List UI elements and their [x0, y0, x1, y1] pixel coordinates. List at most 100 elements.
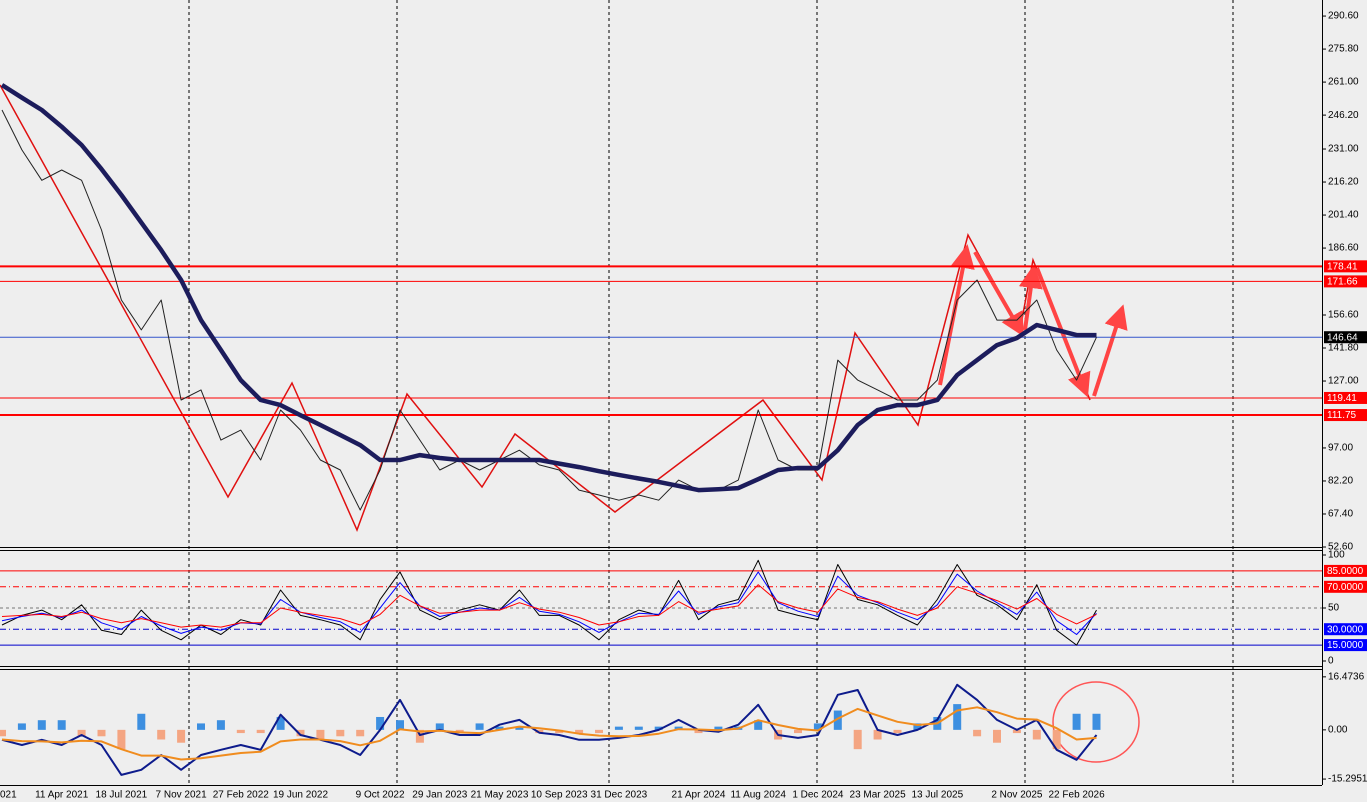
histogram-bar [0, 729, 6, 737]
histogram-bar [376, 716, 385, 730]
y-tick-label: 50 [1328, 603, 1340, 614]
histogram-bar [77, 729, 86, 737]
level-label: 30.0000 [1327, 624, 1364, 635]
panel-borders [0, 0, 1323, 786]
level-label-box [1324, 331, 1367, 344]
histogram-bar [356, 729, 365, 737]
histogram-bar [17, 723, 26, 730]
y-tick-label: 97.00 [1328, 443, 1353, 454]
x-tick-label: 29 Jan 2023 [412, 790, 467, 801]
histogram-bar [1072, 713, 1081, 730]
histogram-bar [117, 729, 126, 750]
x-tick-label: 23 Mar 2025 [850, 790, 907, 801]
histogram-bar [595, 729, 603, 734]
arrow [973, 251, 1024, 337]
x-tick-label: 1 Dec 2024 [792, 790, 844, 801]
level-label-box [1324, 275, 1367, 288]
histogram-bar [694, 729, 703, 734]
y-tick-label: 0 [1328, 656, 1334, 667]
level-label-box [1324, 623, 1367, 636]
histogram-bar [973, 729, 982, 737]
histogram-bar [1052, 729, 1061, 750]
series-line [1, 559, 1097, 646]
y-tick-label: 275.80 [1328, 44, 1359, 55]
histogram-bar [813, 723, 822, 730]
arrow [1092, 304, 1128, 397]
histogram-bar [435, 723, 444, 730]
x-tick-label: 31 Dec 2023 [591, 790, 648, 801]
highlight-circle [1052, 681, 1140, 763]
y-tick-label: 156.60 [1328, 310, 1359, 321]
histogram-bar [714, 726, 723, 730]
y-tick-label: 201.40 [1328, 210, 1359, 221]
histogram-bar [1012, 729, 1021, 734]
y-tick-label: 0.00 [1328, 724, 1348, 735]
x-tick-label: 9 Oct 2022 [356, 790, 405, 801]
histogram-bar [475, 723, 484, 730]
histogram-bar [177, 729, 186, 743]
series-line [1, 683, 1098, 776]
histogram-bar [614, 726, 623, 730]
histogram-bar [396, 720, 404, 730]
series-line [1, 109, 1097, 511]
histogram-bar [893, 729, 902, 734]
y-tick-label: 67.40 [1328, 509, 1353, 520]
histogram-bar [754, 720, 763, 730]
series-line [0, 83, 1097, 493]
x-tick-label: 7 Nov 2021 [156, 790, 208, 801]
histogram-bar [953, 704, 962, 730]
y-tick-label: 246.20 [1328, 110, 1359, 121]
y-tick-label: 186.60 [1328, 243, 1359, 254]
histogram-bar [794, 729, 802, 734]
histogram-bar [853, 729, 862, 750]
series-line [1, 706, 1097, 761]
level-label: 70.0000 [1327, 582, 1364, 593]
level-label: 111.75 [1327, 410, 1357, 421]
level-label-box [1324, 580, 1367, 593]
x-tick-label: 27 Feb 2022 [213, 790, 270, 801]
x-tick-label: 22 Feb 2026 [1049, 790, 1106, 801]
histogram-bar [913, 723, 922, 730]
level-label: 15.0000 [1327, 640, 1364, 651]
histogram-bar [575, 729, 584, 734]
x-tick-label: 11 Aug 2024 [730, 790, 786, 801]
y-tick-label: 52.60 [1328, 542, 1353, 553]
y-tick-label: 231.00 [1328, 144, 1359, 155]
level-label: 171.66 [1327, 277, 1358, 288]
histogram-bar [256, 729, 265, 734]
level-label: 146.64 [1327, 332, 1358, 343]
y-tick-label: 16.4736 [1328, 671, 1365, 682]
x-tick-label: 11 Apr 2021 [35, 790, 89, 801]
histogram-bar [1092, 713, 1101, 730]
x-tick-label: 10 Sep 2023 [531, 790, 588, 801]
x-tick-label: 18 Jul 2021 [96, 790, 148, 801]
level-label: 178.41 [1327, 261, 1358, 272]
histogram-bar [336, 729, 345, 737]
level-label-box [1324, 639, 1367, 652]
x-tick-label: 19 Jun 2022 [273, 790, 328, 801]
histogram-bar [993, 729, 1001, 743]
period-separators [188, 0, 1234, 785]
x-tick-label: 13 Jul 2025 [911, 790, 963, 801]
histogram-bar [495, 726, 504, 730]
histogram-bar [296, 729, 305, 737]
histogram-bar [197, 723, 205, 730]
histogram-bar [37, 720, 46, 730]
level-label-box [1324, 391, 1367, 404]
y-tick-label: 82.20 [1328, 476, 1353, 487]
histogram-bar [873, 729, 882, 740]
series-line [1, 584, 1097, 628]
histogram-bar [157, 729, 166, 740]
histogram-bar [415, 729, 424, 743]
y-tick-label: 216.20 [1328, 177, 1359, 188]
x-tick-label: 2 Nov 2025 [991, 790, 1043, 801]
y-tick-label: -15.2951 [1328, 774, 1367, 785]
series-line [1, 571, 1097, 635]
histogram-bar [1032, 729, 1041, 740]
histogram-bar [57, 720, 66, 730]
histogram-bar [515, 726, 524, 730]
y-tick-label: 141.80 [1328, 343, 1359, 354]
y-tick-label: 100 [1328, 550, 1345, 561]
